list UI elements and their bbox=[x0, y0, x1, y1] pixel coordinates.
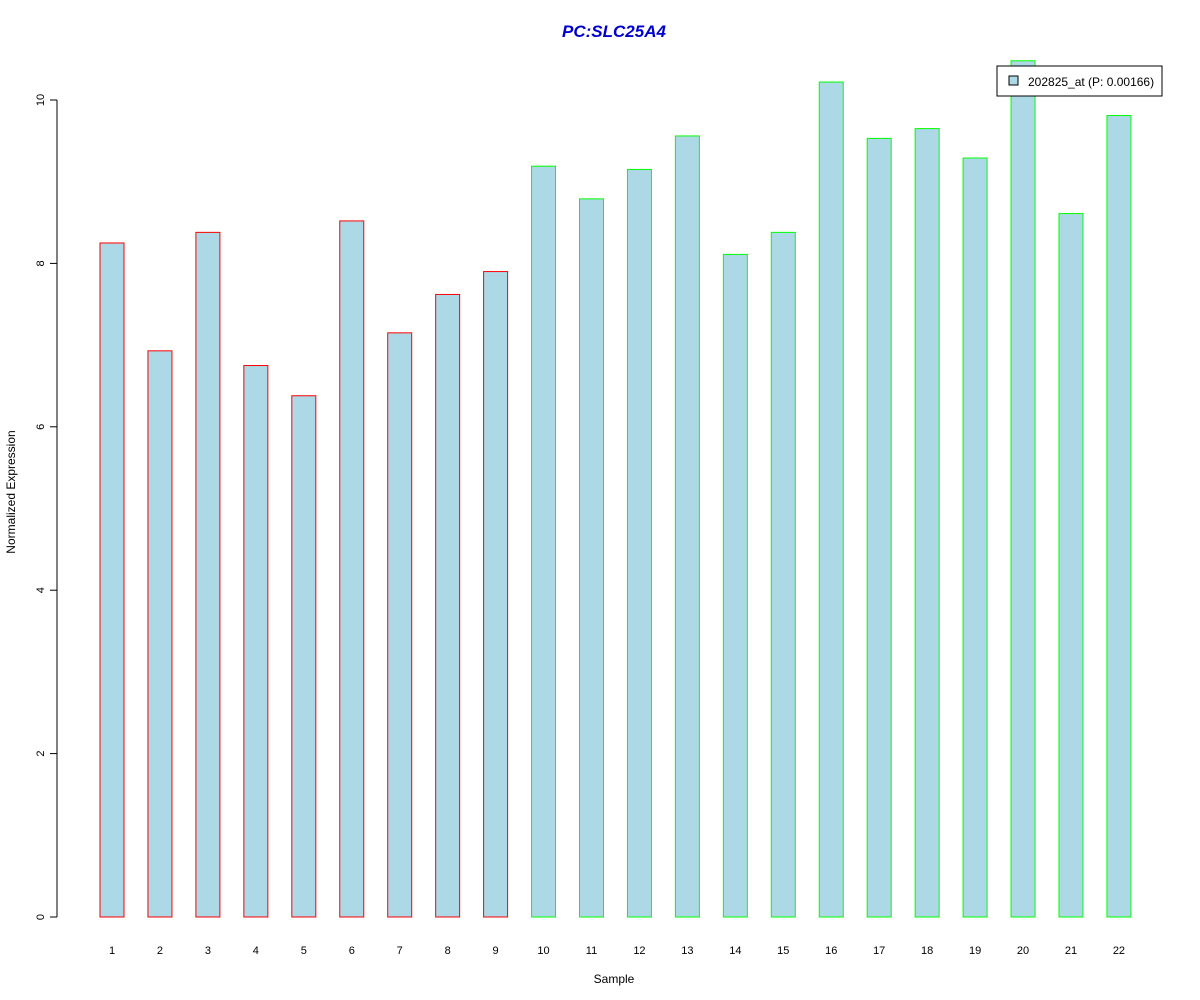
x-tick-label: 6 bbox=[349, 945, 355, 957]
x-axis: 1 2 3 4 5 6 7 8 9 10 11 12 13 14 15 16 17 18 19 20 21 22 bbox=[109, 945, 1125, 957]
bar bbox=[435, 293, 461, 918]
x-tick-label: 4 bbox=[253, 945, 259, 957]
x-tick-label: 1 bbox=[109, 945, 115, 957]
x-tick-label: 14 bbox=[729, 945, 741, 957]
bar bbox=[579, 198, 604, 918]
legend-swatch bbox=[1008, 75, 1019, 86]
bar bbox=[99, 242, 125, 918]
x-tick-label: 11 bbox=[586, 945, 597, 957]
x-tick-label: 17 bbox=[873, 945, 885, 957]
x-tick-label: 2 bbox=[157, 945, 163, 957]
bar bbox=[962, 157, 988, 918]
bar bbox=[195, 231, 221, 918]
bar bbox=[387, 332, 413, 918]
x-tick-label: 10 bbox=[537, 945, 549, 957]
bar bbox=[818, 81, 844, 918]
legend: 202825_at (P: 0.00166) bbox=[996, 65, 1163, 97]
x-tick-label: 22 bbox=[1113, 945, 1125, 957]
bar bbox=[291, 395, 317, 918]
x-axis-title: Sample bbox=[594, 972, 635, 986]
bar bbox=[1010, 60, 1036, 918]
legend-label: 202825_at (P: 0.00166) bbox=[1028, 75, 1154, 89]
x-tick-label: 7 bbox=[397, 945, 403, 957]
bar bbox=[147, 350, 173, 918]
x-tick-label: 18 bbox=[921, 945, 933, 957]
bar bbox=[1058, 213, 1084, 918]
bar bbox=[243, 365, 269, 918]
bar bbox=[722, 253, 748, 918]
x-tick-label: 19 bbox=[969, 945, 981, 957]
bar bbox=[626, 168, 652, 918]
bars bbox=[99, 60, 1132, 918]
y-axis-title: Normalized Expression bbox=[4, 430, 18, 553]
x-tick-label: 16 bbox=[825, 945, 837, 957]
chart-title: PC:SLC25A4 bbox=[562, 22, 666, 41]
bar bbox=[674, 135, 700, 918]
x-tick-label: 20 bbox=[1017, 945, 1029, 957]
x-tick-label: 5 bbox=[301, 945, 307, 957]
bar bbox=[531, 165, 557, 918]
x-tick-label: 8 bbox=[445, 945, 451, 957]
x-tick-label: 3 bbox=[205, 945, 211, 957]
x-tick-label: 21 bbox=[1065, 945, 1077, 957]
x-tick-label: 12 bbox=[633, 945, 645, 957]
y-tick-label: 10 bbox=[35, 94, 47, 106]
y-tick-label: 8 bbox=[35, 260, 47, 266]
bar bbox=[483, 271, 509, 918]
x-tick-label: 13 bbox=[681, 945, 693, 957]
bar bbox=[339, 220, 365, 918]
x-tick-label: 15 bbox=[777, 945, 789, 957]
bar bbox=[866, 137, 892, 918]
y-tick-label: 6 bbox=[35, 424, 47, 430]
y-tick-label: 4 bbox=[35, 587, 47, 593]
x-tick-label: 9 bbox=[493, 945, 499, 957]
bar bbox=[914, 128, 940, 918]
y-tick-label: 2 bbox=[35, 751, 47, 757]
bar bbox=[770, 231, 796, 918]
bar bbox=[1106, 115, 1132, 918]
y-tick-label: 0 bbox=[35, 914, 47, 920]
legend-box bbox=[996, 65, 1163, 97]
y-axis: 0 2 4 6 8 10 bbox=[35, 94, 58, 920]
